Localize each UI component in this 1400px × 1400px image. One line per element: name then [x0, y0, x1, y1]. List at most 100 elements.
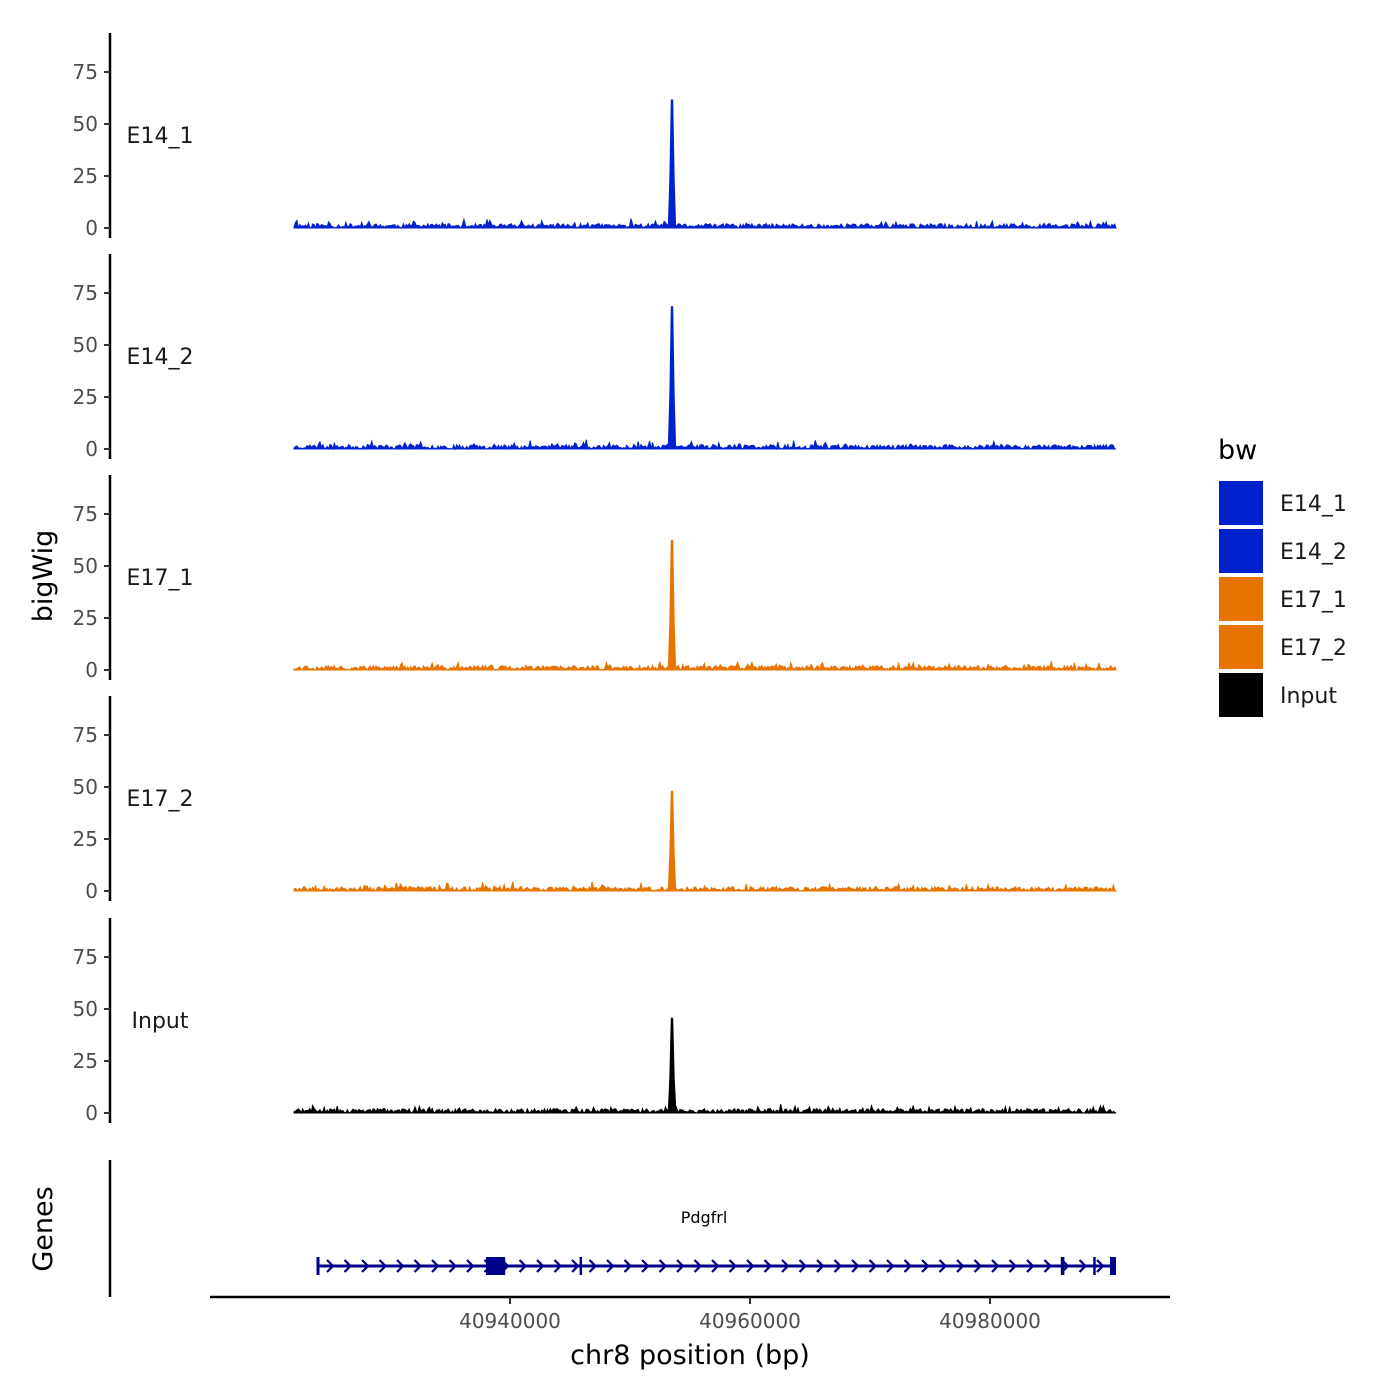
strand-arrow-icon — [361, 1259, 370, 1273]
strand-arrow-icon — [938, 1259, 948, 1273]
strand-arrow-icon — [658, 1259, 668, 1273]
genes-panel — [108, 1160, 1116, 1297]
x-axis: 40940000 40960000 40980000 — [210, 1295, 1170, 1333]
signal-area-e14_2 — [293, 306, 1117, 451]
strand-arrow-icon — [378, 1259, 388, 1273]
strand-arrow-icon — [1043, 1259, 1053, 1273]
strand-arrow-icon — [1008, 1259, 1018, 1273]
y-tick-label: 75 — [73, 723, 98, 747]
y-tick-label: 0 — [85, 879, 98, 903]
legend-label-e17_2: E17_2 — [1280, 636, 1347, 661]
strand-arrow-icon — [711, 1259, 720, 1273]
legend-swatch-e14_1 — [1217, 479, 1265, 527]
genes-panel-title: Genes — [28, 1186, 59, 1271]
y-tick-label: 25 — [73, 606, 98, 630]
strand-arrow-icon — [956, 1259, 965, 1273]
strand-arrow-icon — [413, 1259, 423, 1273]
y-tick-label: 0 — [85, 216, 98, 240]
legend-label-e14_2: E14_2 — [1280, 540, 1347, 565]
y-tick-label: 50 — [73, 554, 98, 578]
y-tick-label: 50 — [73, 775, 98, 799]
y-tick-label: 50 — [73, 333, 98, 357]
y-tick-label: 0 — [85, 658, 98, 682]
strand-arrow-icon — [851, 1259, 860, 1273]
strand-arrow-icon — [518, 1259, 528, 1273]
y-tick-label: 50 — [73, 997, 98, 1021]
strand-arrow-icon — [816, 1259, 825, 1273]
strand-arrow-icon — [466, 1259, 475, 1273]
track-panel-input: 0 25 50 75 Input — [73, 918, 1117, 1125]
strand-arrow-icon — [623, 1259, 633, 1273]
strand-arrow-icon — [1096, 1259, 1105, 1273]
strand-arrow-icon — [1026, 1259, 1035, 1273]
strand-arrow-icon — [921, 1259, 930, 1273]
legend-title: bw — [1218, 435, 1257, 466]
track-label-input: Input — [132, 1009, 189, 1034]
y-tick-label: 25 — [73, 1049, 98, 1073]
strand-arrow-icon — [728, 1259, 738, 1273]
legend-label-e14_1: E14_1 — [1280, 492, 1347, 517]
track-panel-e14_1: 0 25 50 75 E14_1 — [73, 33, 1117, 240]
y-tick-label: 0 — [85, 1101, 98, 1125]
y-tick-label: 25 — [73, 164, 98, 188]
strand-arrow-icon — [991, 1259, 1000, 1273]
strand-arrow-icon — [693, 1259, 703, 1273]
gene-exon — [1060, 1257, 1065, 1275]
signal-area-e17_2 — [293, 790, 1118, 893]
gene-exon — [486, 1257, 506, 1275]
strand-arrow-icon — [763, 1259, 773, 1273]
signal-area-e17_1 — [293, 539, 1117, 672]
strand-arrow-icon — [676, 1259, 685, 1273]
signal-tracks: 0 25 50 75 E14_1 0 25 50 75 E14_2 0 25 50 75 E17_1 0 25 5… — [73, 33, 1118, 1125]
legend-label-input: Input — [1280, 684, 1337, 709]
track-panel-e17_1: 0 25 50 75 E17_1 — [73, 475, 1117, 682]
x-tick-label: 40980000 — [939, 1309, 1041, 1333]
strand-arrow-icon — [833, 1259, 843, 1273]
signal-area-input — [293, 1017, 1117, 1115]
strand-arrow-icon — [343, 1259, 353, 1273]
strand-arrow-icon — [781, 1259, 790, 1273]
legend-swatch-e17_2 — [1217, 623, 1265, 671]
x-tick-label: 40960000 — [699, 1309, 801, 1333]
y-tick-label: 0 — [85, 437, 98, 461]
legend-label-e17_1: E17_1 — [1280, 588, 1347, 613]
strand-arrow-icon — [431, 1259, 440, 1273]
strand-arrow-icon — [553, 1259, 563, 1273]
y-tick-label: 75 — [73, 945, 98, 969]
x-tick-label: 40940000 — [459, 1309, 561, 1333]
y-axis-title: bigWig — [28, 530, 59, 623]
strand-arrow-icon — [571, 1259, 580, 1273]
strand-arrow-icon — [326, 1259, 335, 1273]
strand-arrow-icon — [448, 1259, 458, 1273]
y-tick-label: 75 — [73, 502, 98, 526]
strand-arrow-icon — [903, 1259, 913, 1273]
gene-exon — [1110, 1257, 1116, 1275]
strand-arrow-icon — [606, 1259, 615, 1273]
gene-exon — [1093, 1257, 1096, 1275]
track-panel-e14_2: 0 25 50 75 E14_2 — [73, 254, 1117, 461]
legend-swatch-e17_1 — [1217, 575, 1265, 623]
track-label-e17_2: E17_2 — [127, 787, 194, 812]
gene-label: Pdgfrl — [681, 1208, 728, 1227]
strand-arrow-icon — [641, 1259, 650, 1273]
track-label-e14_2: E14_2 — [127, 345, 194, 370]
strand-arrow-icon — [536, 1259, 545, 1273]
strand-arrow-icon — [396, 1259, 405, 1273]
strand-arrow-icon — [588, 1259, 598, 1273]
strand-arrow-icon — [868, 1259, 878, 1273]
x-axis-title: chr8 position (bp) — [570, 1340, 810, 1371]
track-label-e17_1: E17_1 — [127, 566, 194, 591]
y-tick-label: 75 — [73, 60, 98, 84]
y-tick-label: 25 — [73, 385, 98, 409]
y-tick-label: 50 — [73, 112, 98, 136]
strand-arrow-icon — [886, 1259, 895, 1273]
y-tick-label: 75 — [73, 281, 98, 305]
legend-swatch-e14_2 — [1217, 527, 1265, 575]
legend-swatch-input — [1217, 671, 1265, 719]
strand-arrow-icon — [1078, 1259, 1088, 1273]
track-panel-e17_2: 0 25 50 75 E17_2 — [73, 696, 1118, 903]
strand-arrow-icon — [746, 1259, 755, 1273]
signal-area-e14_1 — [293, 99, 1117, 230]
gene-exon — [579, 1257, 583, 1275]
